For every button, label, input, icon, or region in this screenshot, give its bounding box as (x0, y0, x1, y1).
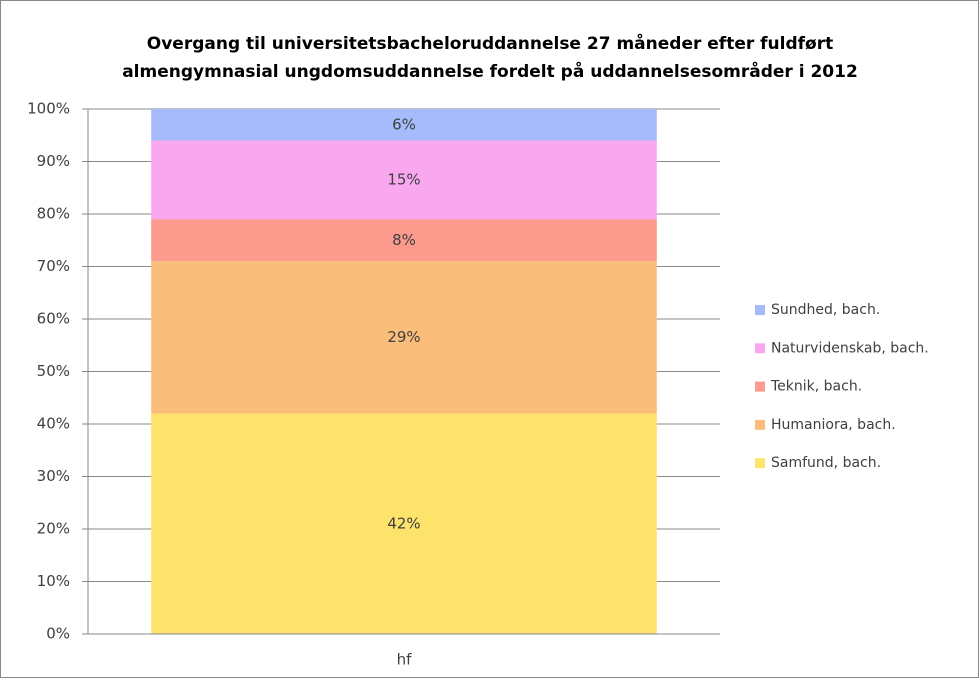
y-tick-label: 100% (27, 100, 70, 118)
legend-swatch (755, 305, 765, 315)
data-label: 42% (387, 514, 420, 532)
legend-label: Sundhed, bach. (771, 302, 880, 318)
legend-label: Humaniora, bach. (771, 417, 896, 433)
y-tick-label: 50% (37, 362, 70, 380)
data-label: 6% (392, 115, 416, 133)
y-tick-label: 80% (37, 205, 70, 223)
y-tick-label: 10% (37, 572, 70, 590)
chart-title: Overgang til universitetsbacheloruddanne… (147, 32, 834, 54)
data-label: 29% (387, 328, 420, 346)
data-label: 15% (387, 170, 420, 188)
bar-segment (151, 140, 657, 220)
legend-swatch (755, 458, 765, 469)
y-tick-label: 70% (37, 257, 70, 275)
data-label: 8% (392, 231, 416, 249)
y-tick-label: 60% (37, 310, 70, 328)
legend-label: Naturvidenskab, bach. (771, 340, 929, 356)
x-tick-label: hf (397, 651, 413, 669)
legend-label: Samfund, bach. (771, 455, 881, 471)
legend-label: Teknik, bach. (770, 379, 862, 395)
y-tick-label: 0% (46, 625, 70, 643)
y-tick-label: 40% (37, 415, 70, 433)
bar-segment (151, 261, 657, 414)
bar-segment (151, 219, 657, 262)
bar-segment (151, 413, 657, 634)
legend-swatch (755, 381, 765, 392)
chart-title: almengymnasial ungdomsuddannelse fordelt… (122, 60, 858, 82)
y-tick-label: 90% (37, 152, 70, 170)
y-tick-label: 30% (37, 467, 70, 485)
legend-swatch (755, 343, 765, 354)
y-tick-label: 20% (37, 520, 70, 538)
bar-segment (151, 109, 657, 141)
legend-swatch (755, 419, 765, 430)
